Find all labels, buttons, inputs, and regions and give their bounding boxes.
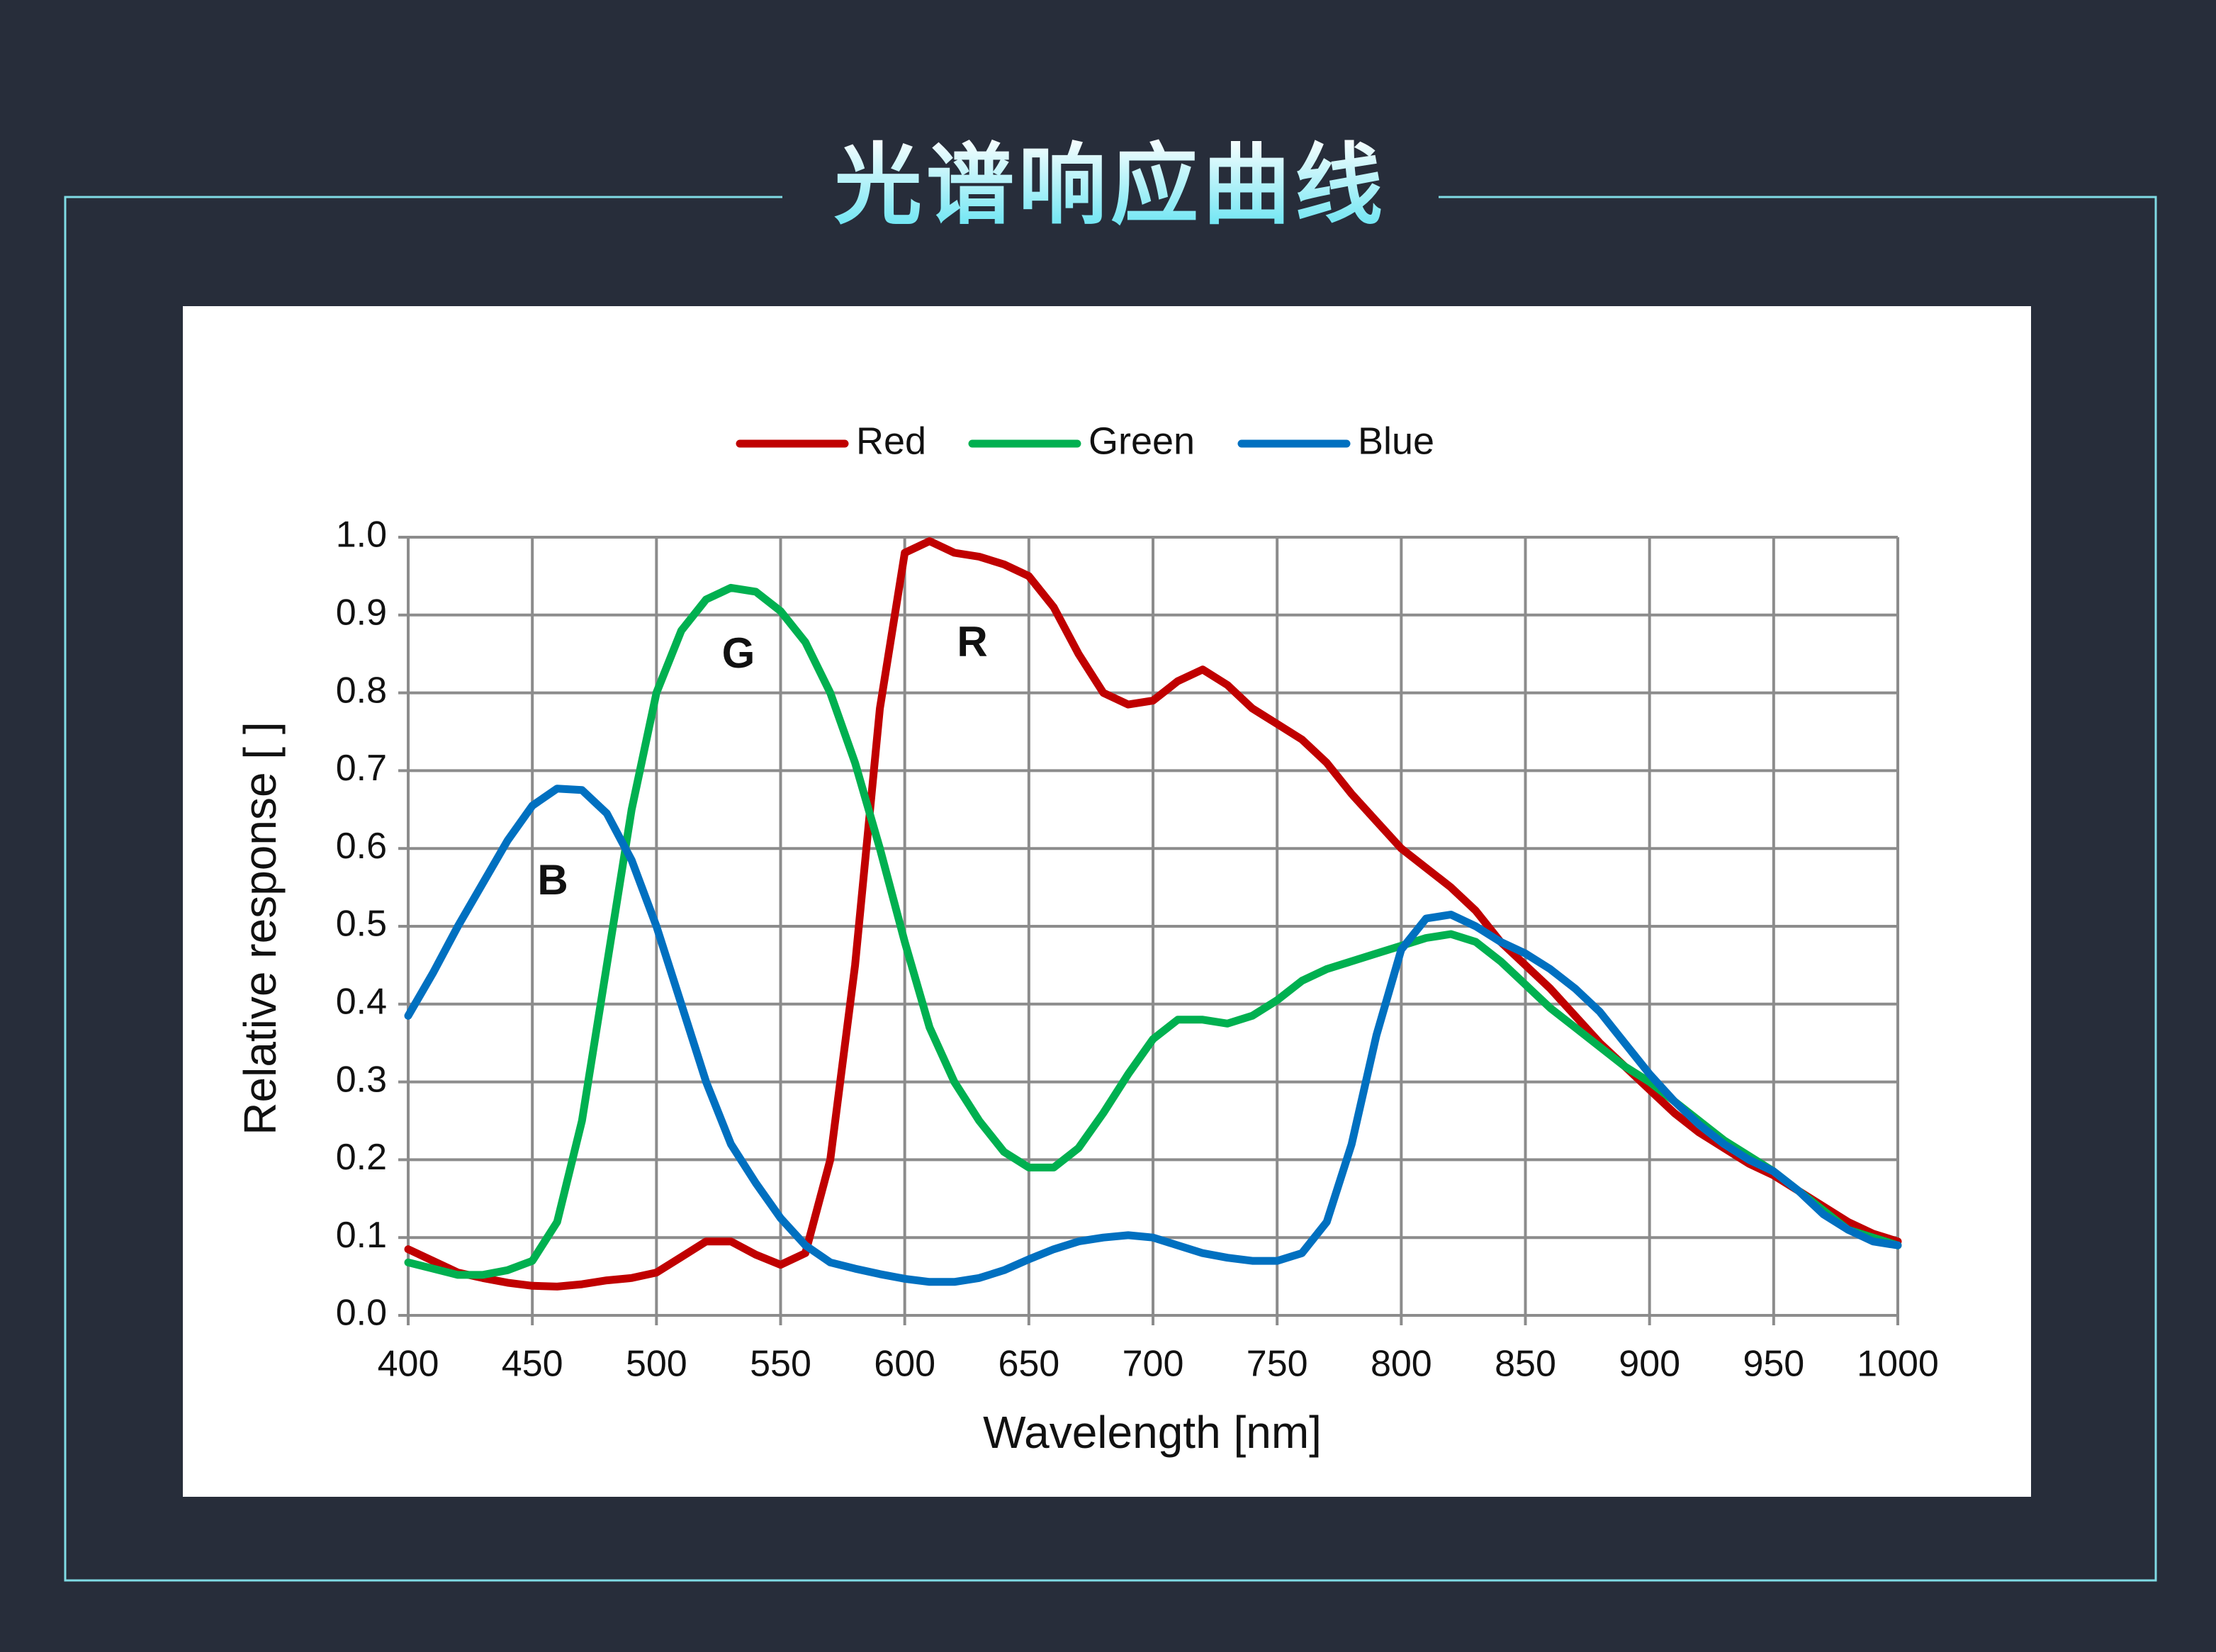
x-tick-label: 800 <box>1371 1344 1432 1385</box>
y-tick-label: 0.8 <box>336 670 387 711</box>
page-title: 光谱响应曲线 <box>834 135 1387 237</box>
y-tick-label: 0.9 <box>336 592 387 634</box>
x-tick-label: 950 <box>1743 1344 1804 1385</box>
legend-label: Green <box>1089 420 1195 462</box>
legend-label: Blue <box>1358 420 1434 462</box>
plot-panel <box>183 306 2031 1497</box>
x-tick-label: 1000 <box>1857 1344 1939 1385</box>
y-axis-label: Relative response [ ] <box>235 721 286 1135</box>
frame <box>64 196 2157 1582</box>
series-line <box>404 583 1902 1279</box>
x-tick-label: 600 <box>874 1344 935 1385</box>
y-tick-label: 0.1 <box>336 1215 387 1256</box>
x-tick-label: 900 <box>1619 1344 1680 1385</box>
x-tick-label: 850 <box>1495 1344 1556 1385</box>
x-tick-label: 750 <box>1247 1344 1308 1385</box>
y-tick-label: 0.2 <box>336 1137 387 1178</box>
y-tick-label: 0.6 <box>336 826 387 867</box>
series-line <box>404 785 1902 1286</box>
x-tick-label: 400 <box>378 1344 439 1385</box>
annotation: G <box>722 629 755 677</box>
y-tick-label: 0.3 <box>336 1059 387 1100</box>
y-tick-label: 0.7 <box>336 748 387 789</box>
y-tick-label: 0.0 <box>336 1293 387 1334</box>
annotation: R <box>957 618 987 665</box>
x-tick-label: 450 <box>502 1344 563 1385</box>
x-tick-label: 500 <box>626 1344 687 1385</box>
y-tick-label: 0.5 <box>336 904 387 945</box>
x-tick-label: 650 <box>998 1344 1059 1385</box>
series-line <box>404 537 1902 1291</box>
x-tick-label: 700 <box>1123 1344 1184 1385</box>
y-tick-label: 1.0 <box>336 515 387 556</box>
x-axis-label: Wavelength [nm] <box>983 1407 1322 1458</box>
annotation: B <box>537 856 568 904</box>
y-tick-label: 0.4 <box>336 982 387 1023</box>
x-tick-label: 550 <box>750 1344 811 1385</box>
legend-label: Red <box>856 420 926 462</box>
